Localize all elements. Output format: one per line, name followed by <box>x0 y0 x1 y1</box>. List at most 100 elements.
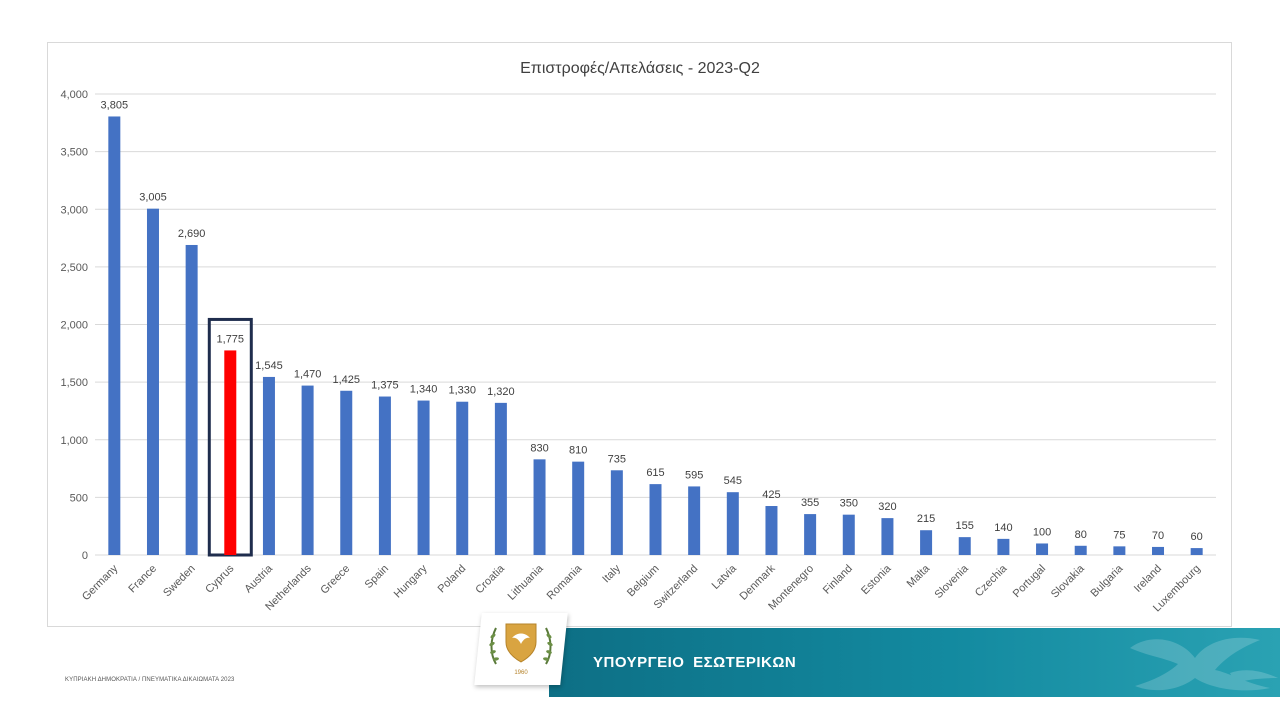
x-tick-label: Denmark <box>738 562 778 602</box>
value-label: 70 <box>1152 530 1164 542</box>
x-tick-label: Portugal <box>1011 563 1048 600</box>
bar-sweden <box>185 244 198 556</box>
y-tick-label: 2,500 <box>60 262 88 274</box>
bar-hungary <box>417 400 430 555</box>
x-tick-label: Malta <box>905 562 933 590</box>
value-label: 1,470 <box>294 369 322 381</box>
chart-title: Επιστροφές/Απελάσεις - 2023-Q2 <box>520 60 760 77</box>
value-label: 830 <box>530 442 548 454</box>
value-label: 3,805 <box>101 99 129 111</box>
x-tick-label: Germany <box>80 562 121 603</box>
x-axis: Germany France Sweden Cyprus AustriaNetherla… <box>80 562 1203 614</box>
value-label: 320 <box>878 501 896 513</box>
value-labels: 3,805 3,005 2,690 1,775 1,545 1,470 1,425 1,375… <box>101 99 1203 543</box>
value-label: 1,545 <box>255 360 283 372</box>
value-label: 545 <box>724 475 742 487</box>
bar-latvia <box>726 492 739 555</box>
value-label: 60 <box>1191 531 1203 543</box>
value-label: 735 <box>608 453 626 465</box>
chart-frame <box>47 42 1232 627</box>
value-label: 80 <box>1075 529 1087 541</box>
bar-slovakia <box>1074 545 1087 555</box>
bar-montenegro <box>804 514 817 555</box>
value-label: 215 <box>917 513 935 525</box>
x-tick-label: Czechia <box>973 562 1010 599</box>
x-tick-label: Romania <box>545 562 585 602</box>
x-tick-label: Hungary <box>392 562 430 600</box>
value-label: 2,690 <box>178 228 206 240</box>
y-axis: 0 500 1,000 1,500 2,000 2,500 3,000 3,500 4,000 <box>60 89 88 562</box>
bar-germany <box>108 116 121 555</box>
x-tick-label: Estonia <box>859 562 894 597</box>
value-label: 75 <box>1113 529 1125 541</box>
bar-greece <box>340 390 353 555</box>
grid-lines <box>95 93 1216 556</box>
bar-portugal <box>1036 543 1049 555</box>
value-label: 1,375 <box>371 380 399 392</box>
bar-czechia <box>997 538 1010 555</box>
y-tick-label: 3,500 <box>60 147 88 159</box>
bar-italy <box>610 470 623 555</box>
y-tick-label: 500 <box>70 492 88 504</box>
value-label: 3,005 <box>139 192 167 204</box>
banner-title: ΥΠΟΥΡΓΕΙΟ ΕΣΩΤΕΡΙΚΩΝ <box>593 654 797 671</box>
value-label: 155 <box>956 520 974 532</box>
value-label: 595 <box>685 469 703 481</box>
x-tick-label: Greece <box>318 563 352 597</box>
value-label: 810 <box>569 445 587 457</box>
x-tick-label: Sweden <box>161 563 198 600</box>
bar-france <box>146 208 159 555</box>
bar-denmark <box>765 506 778 555</box>
value-label: 615 <box>646 467 664 479</box>
value-label: 1,425 <box>332 374 360 386</box>
bar-croatia <box>494 402 507 555</box>
x-tick-label: Croatia <box>473 562 507 596</box>
value-label: 100 <box>1033 526 1051 538</box>
x-tick-label: Cyprus <box>203 562 236 595</box>
bar-lithuania <box>533 459 546 555</box>
value-label: 1,775 <box>217 333 245 345</box>
value-label: 350 <box>840 498 858 510</box>
x-tick-label: Slovenia <box>933 562 972 601</box>
bar-cyprus <box>224 350 237 555</box>
x-tick-label: Italy <box>600 562 623 585</box>
x-tick-label: Finland <box>821 563 855 597</box>
cyprus-coat-of-arms-icon: 1960 <box>489 623 553 676</box>
y-tick-label: 1,500 <box>60 377 88 389</box>
y-tick-label: 2,000 <box>60 320 88 332</box>
x-tick-label: Slovakia <box>1049 562 1088 601</box>
x-tick-label: Belgium <box>625 563 662 600</box>
bar-bulgaria <box>1113 546 1126 555</box>
x-tick-label: Spain <box>363 563 391 591</box>
bar-luxembourg <box>1190 548 1203 555</box>
value-label: 1,340 <box>410 384 438 396</box>
x-tick-label: Latvia <box>710 562 740 592</box>
y-tick-label: 4,000 <box>60 89 88 101</box>
bar-malta <box>920 530 933 555</box>
y-tick-label: 3,000 <box>60 204 88 216</box>
y-tick-label: 0 <box>82 550 88 562</box>
bars <box>108 116 1203 556</box>
x-tick-label: France <box>126 563 159 596</box>
dove-watermark-icon <box>1130 637 1278 691</box>
x-tick-label: Lithuania <box>506 562 547 603</box>
x-tick-label: Bulgaria <box>1088 562 1126 600</box>
x-tick-label: Ireland <box>1132 563 1164 595</box>
x-tick-label: Austria <box>242 562 275 595</box>
value-label: 425 <box>762 489 780 501</box>
y-tick-label: 1,000 <box>60 435 88 447</box>
chart: Επιστροφές/Απελάσεις - 2023-Q2 0 500 1,000… <box>60 60 1216 614</box>
bar-finland <box>842 514 855 555</box>
value-label: 1,320 <box>487 386 515 398</box>
x-tick-label: Poland <box>436 563 469 596</box>
ministry-banner: ΥΠΟΥΡΓΕΙΟ ΕΣΩΤΕΡΙΚΩΝ <box>549 628 1280 697</box>
bar-poland <box>456 401 469 555</box>
footer-copyright: ΚΥΠΡΙΑΚΗ ΔΗΜΟΚΡΑΤΙΑ / ΠΝΕΥΜΑΤΙΚΑ ΔΙΚΑΙΩΜ… <box>65 677 235 683</box>
bar-belgium <box>649 484 662 555</box>
bar-ireland <box>1152 546 1165 555</box>
bar-slovenia <box>958 537 971 555</box>
bar-austria <box>262 376 275 555</box>
bar-romania <box>572 461 585 555</box>
value-label: 355 <box>801 497 819 509</box>
bar-switzerland <box>688 486 701 555</box>
